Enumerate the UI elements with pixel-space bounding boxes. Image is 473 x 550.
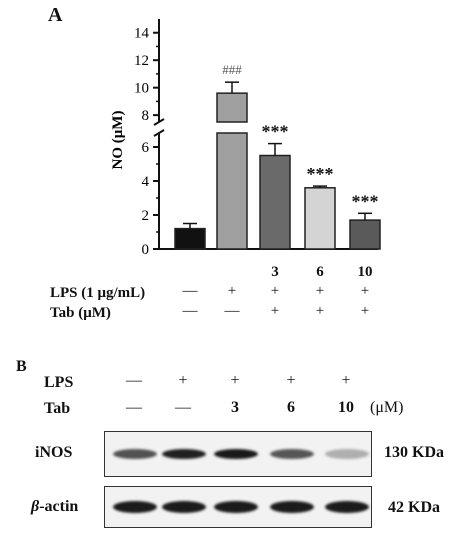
significance-label: ***: [352, 191, 379, 211]
y-tick-label: 14: [134, 26, 150, 42]
tab-sign: +: [360, 303, 370, 319]
tab-sign: +: [315, 303, 325, 319]
blot-lps-sign: +: [178, 372, 188, 389]
y-tick-label: 0: [142, 242, 150, 258]
bar: [216, 92, 248, 123]
bar: [174, 227, 206, 250]
y-axis-label: NO (μM): [110, 111, 126, 170]
significance-label: ***: [307, 164, 334, 184]
panel-b-label: B: [16, 358, 27, 375]
axis-break-mark: [153, 129, 165, 137]
y-tick-label: 2: [142, 208, 150, 224]
beta-symbol: β: [31, 498, 40, 515]
blot-tab-sign: 10: [338, 399, 354, 416]
blot-tab-sign: 6: [287, 399, 295, 416]
y-tick-label: 6: [142, 140, 150, 156]
blot-band: [325, 449, 369, 459]
y-tick-label: 4: [142, 174, 150, 190]
actin-size-label: 42 KDa: [388, 499, 440, 516]
blot-band: [270, 449, 314, 459]
bar: [259, 154, 291, 250]
lps-sign: +: [270, 283, 280, 299]
blot-lps-sign: +: [230, 372, 240, 389]
actin-name: -actin: [39, 498, 79, 515]
lps-sign: +: [227, 283, 237, 299]
blot-band: [113, 501, 157, 513]
blot-band: [325, 501, 369, 513]
dose-label: 3: [271, 264, 279, 280]
blot-band: [162, 501, 206, 513]
blot-lps-label: LPS: [44, 374, 74, 391]
tab-sign: —: [182, 303, 198, 319]
blot-lps-sign: +: [286, 372, 296, 389]
inos-size-label: 130 KDa: [384, 444, 444, 461]
dose-label: 6: [316, 264, 324, 280]
y-tick-label: 8: [142, 108, 150, 124]
blot-tab-sign: —: [175, 399, 191, 416]
significance-label: ###: [222, 62, 242, 77]
tab-row-label: Tab (μM): [50, 305, 111, 321]
blot-tab-label: Tab: [44, 400, 71, 417]
lps-sign: +: [315, 283, 325, 299]
blot-lps-sign: —: [126, 372, 142, 389]
blot-tab-sign: 3: [231, 399, 239, 416]
blot-tab-sign: —: [126, 399, 142, 416]
significance-label: ***: [262, 122, 289, 142]
inos-label: iNOS: [35, 444, 73, 461]
axis-break-mark: [153, 118, 165, 126]
blot-band: [214, 449, 258, 459]
tab-sign: +: [270, 303, 280, 319]
blot-unit: (μM): [370, 399, 404, 416]
inos-blot: [104, 431, 372, 477]
tab-sign: —: [224, 303, 240, 319]
lps-sign: —: [182, 283, 198, 299]
bar: [349, 219, 381, 250]
actin-label: β-actin: [31, 498, 78, 516]
blot-band: [214, 501, 258, 513]
bar: [304, 187, 336, 250]
actin-blot: [104, 486, 372, 528]
y-tick-label: 10: [134, 81, 149, 97]
blot-band: [270, 501, 314, 513]
panel-a-label: A: [48, 4, 63, 26]
lps-sign: +: [360, 283, 370, 299]
lps-row-label: LPS (1 μg/mL): [50, 285, 146, 301]
blot-band: [162, 449, 206, 459]
y-tick-label: 12: [134, 53, 149, 69]
bar: [216, 132, 248, 250]
blot-lps-sign: +: [341, 372, 351, 389]
blot-band: [113, 449, 157, 459]
dose-label: 10: [357, 264, 373, 280]
